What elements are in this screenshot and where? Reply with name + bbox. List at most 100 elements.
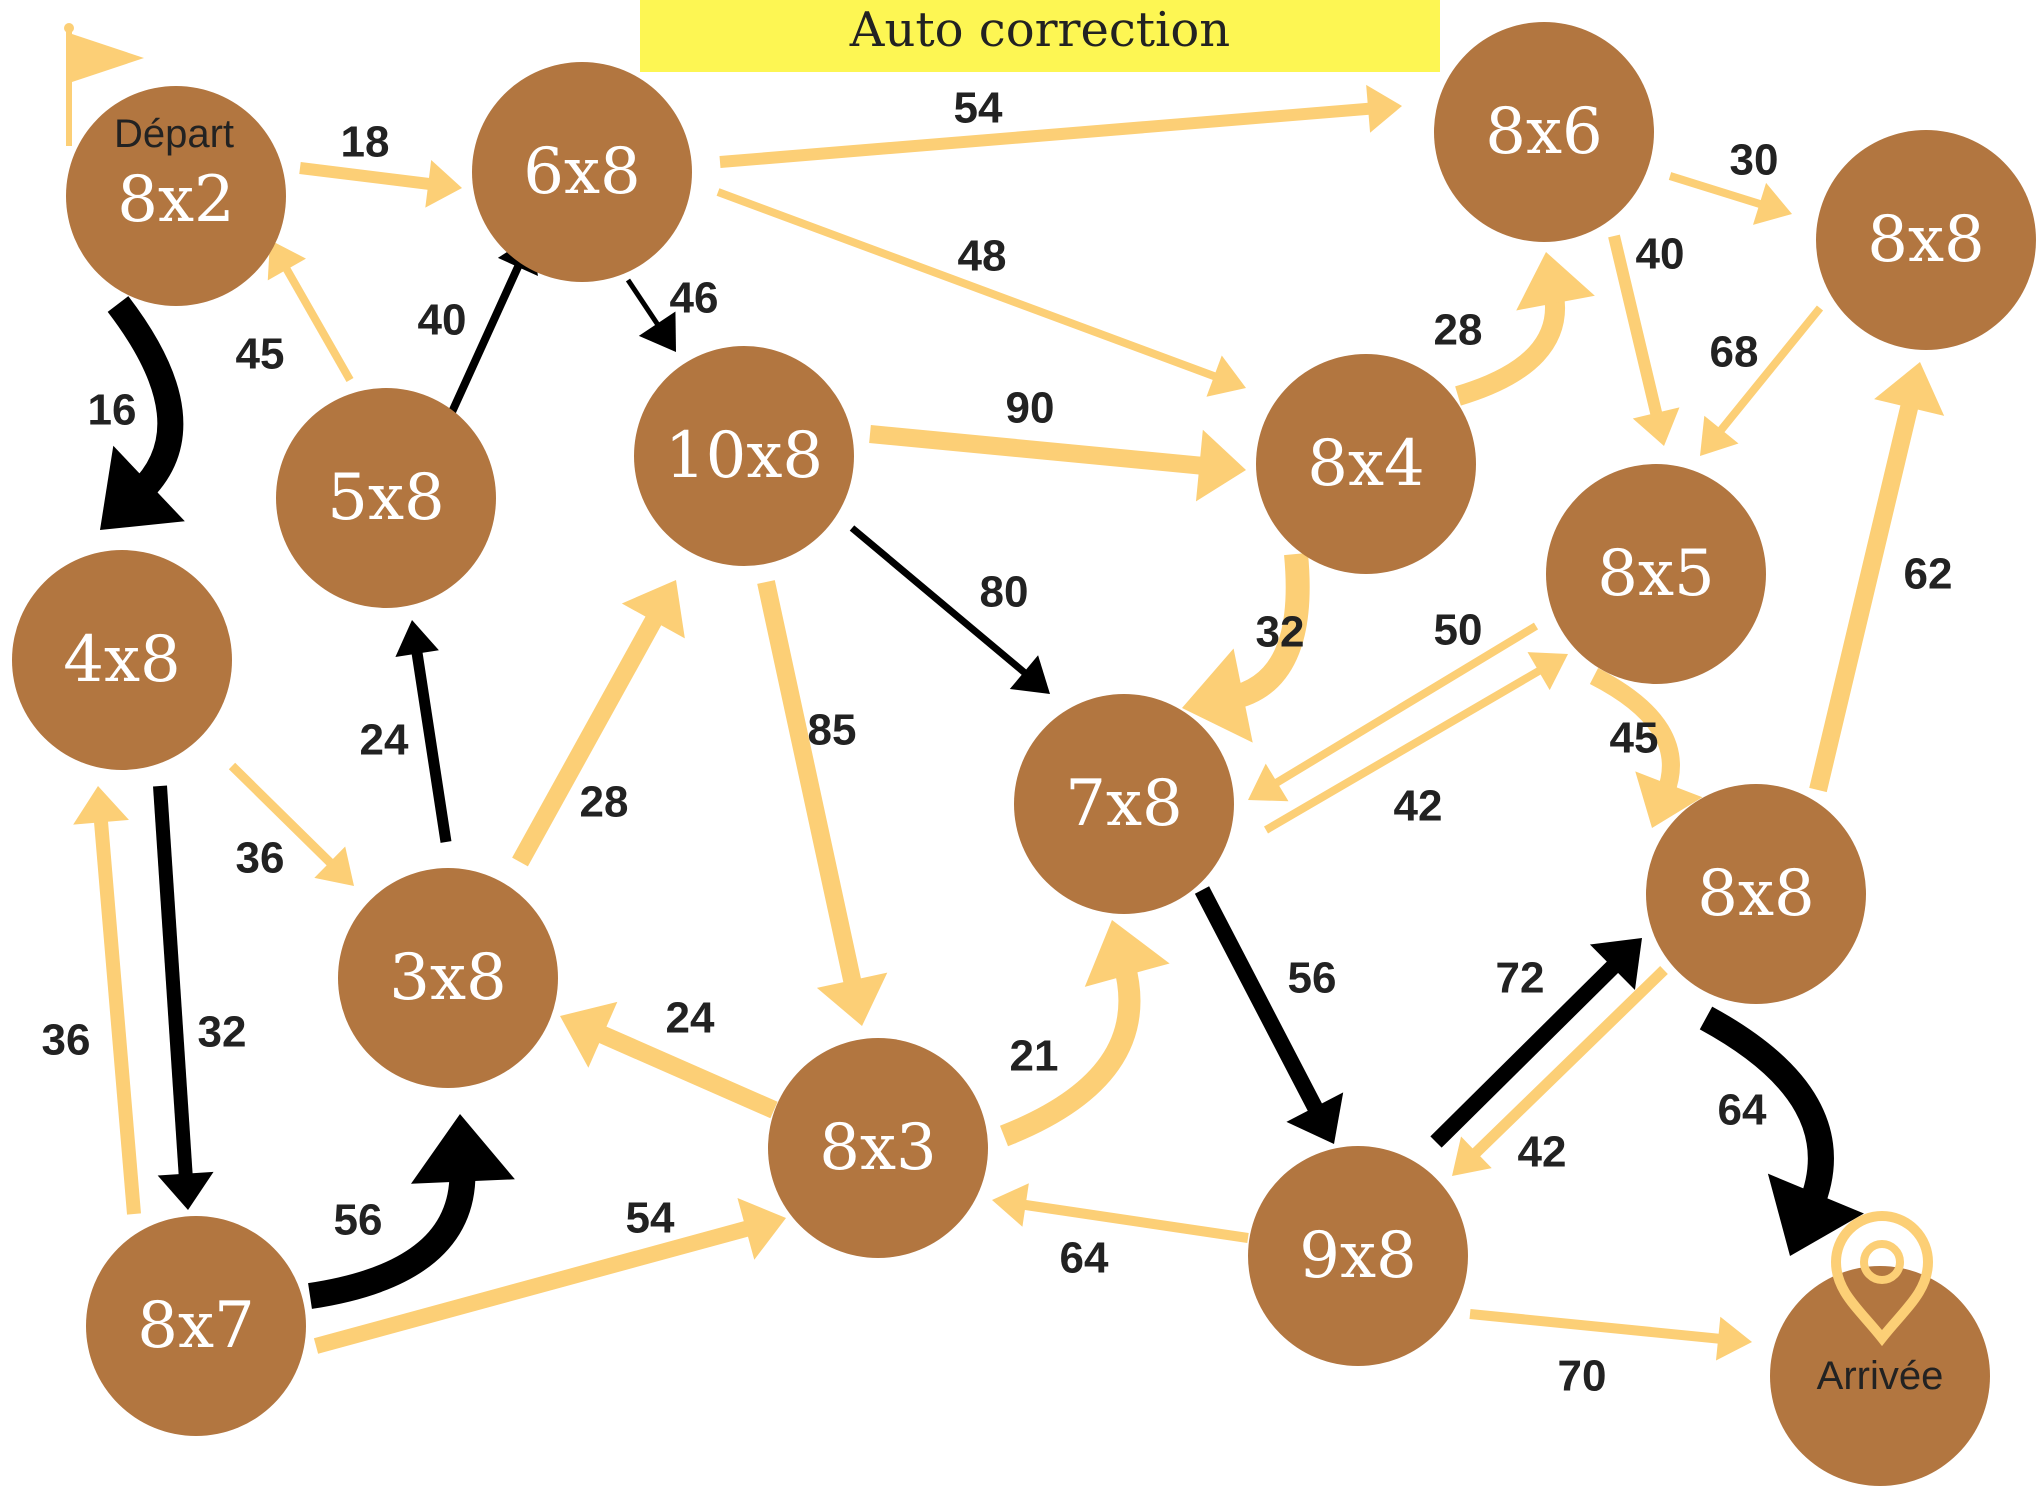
arrow-n8x7-to-n4x8	[73, 786, 141, 1215]
edge-label: 45	[236, 330, 285, 379]
arrow-n6x8-to-n8x4	[716, 188, 1246, 397]
arrow-n8x8b-to-n9x8	[1452, 966, 1668, 1176]
node-n8x4: 8x4	[1256, 354, 1476, 574]
edge-label: 42	[1518, 1128, 1567, 1177]
title-background	[640, 0, 1440, 72]
node-n4x8: 4x8	[12, 550, 232, 770]
arrow-n8x6-to-n8x5	[1608, 234, 1680, 446]
arrow-n8x5-to-n8x8b	[1589, 667, 1703, 828]
finish-label: Arrivée	[1817, 1354, 1944, 1398]
start-label: Départ	[114, 112, 234, 156]
edge-label: 70	[1558, 1352, 1607, 1401]
node-circle	[768, 1038, 988, 1258]
arrow-n8x3-to-n3x8	[560, 1001, 778, 1119]
node-circle	[1248, 1146, 1468, 1366]
node-circle	[634, 346, 854, 566]
node-label: 3x8	[389, 941, 507, 1015]
edge-label: 90	[1006, 384, 1055, 433]
node-label: 8x7	[137, 1289, 255, 1363]
edge-label: 32	[198, 1008, 247, 1057]
edge-label: 56	[1288, 954, 1337, 1003]
edge-label: 64	[1718, 1086, 1767, 1135]
title-banner: Auto correction	[640, 0, 1440, 72]
arrow-n8x8a-to-n8x5	[1700, 305, 1824, 456]
edge-label: 54	[626, 1194, 675, 1243]
node-label: 9x8	[1299, 1219, 1417, 1293]
arrow-n3x8-to-n5x8	[395, 620, 452, 843]
edge-label: 42	[1394, 782, 1443, 831]
arrow-start-to-n6x8	[299, 160, 462, 208]
node-circle	[86, 1216, 306, 1436]
edge-label: 56	[334, 1196, 383, 1245]
arrow-n8x5-to-n7x8	[1248, 622, 1539, 802]
node-label: 8x5	[1597, 537, 1715, 611]
edge-label: 18	[341, 118, 390, 167]
node-circle	[338, 868, 558, 1088]
edge-label: 68	[1710, 328, 1759, 377]
edge-label: 48	[958, 232, 1007, 281]
edge-label: 40	[418, 296, 467, 345]
edge-label: 62	[1904, 550, 1953, 599]
node-n8x5: 8x5	[1546, 464, 1766, 684]
node-circle	[1014, 694, 1234, 914]
arrow-n4x8-to-n8x7	[153, 785, 214, 1210]
edge-label: 21	[1010, 1032, 1059, 1081]
arrow-n10x8-to-n8x3	[757, 580, 888, 1026]
node-circle	[12, 550, 232, 770]
node-label: 8x2	[117, 163, 235, 237]
node-label: 5x8	[327, 461, 445, 535]
node-circle	[1256, 354, 1476, 574]
arrow-n7x8-to-n8x5	[1263, 652, 1568, 834]
arrow-n8x7-to-n8x3	[313, 1198, 786, 1354]
arrow-n10x8-to-n7x8	[849, 525, 1050, 694]
arrow-n8x8b-to-n8x8a	[1809, 362, 1945, 793]
node-circle	[66, 86, 286, 306]
node-circle	[472, 62, 692, 282]
edge-label: 28	[580, 778, 629, 827]
node-label: 7x8	[1065, 767, 1183, 841]
edge-label: 24	[666, 994, 715, 1043]
edge-label: 28	[1434, 306, 1483, 355]
edge-label: 32	[1256, 608, 1305, 657]
node-label: 10x8	[665, 419, 823, 493]
arrow-n5x8-to-start	[267, 240, 354, 382]
node-label: 4x8	[63, 623, 181, 697]
node-label: 6x8	[523, 135, 641, 209]
node-finish: Arrivée	[1770, 1266, 1990, 1486]
arrow-n8x6-to-n8x8a	[1668, 172, 1792, 225]
node-n8x8a: 8x8	[1816, 130, 2036, 350]
edge-label: 24	[360, 716, 409, 765]
node-label: 8x6	[1485, 95, 1603, 169]
edge-label: 54	[954, 84, 1003, 133]
arrow-n9x8-to-n8x8b	[1430, 938, 1642, 1148]
node-n5x8: 5x8	[276, 388, 496, 608]
node-start: Départ 8x2	[66, 86, 286, 306]
arrow-n8x8b-to-finish	[1699, 1006, 1864, 1256]
node-n6x8: 6x8	[472, 62, 692, 282]
node-n8x7: 8x7	[86, 1216, 306, 1436]
node-label: 8x4	[1307, 427, 1425, 501]
arrow-n8x7-to-n3x8	[308, 1114, 515, 1309]
arrow-n10x8-to-n8x4	[869, 425, 1246, 502]
edge-label: 36	[236, 834, 285, 883]
arrow-n3x8-to-n10x8	[512, 580, 685, 867]
edge-labels-layer: 18 54 30 48 46 40 45 16 28 40 68 90 80 32 50 42 45 62 24 28…	[42, 84, 1953, 1401]
node-n8x6: 8x6	[1434, 22, 1654, 242]
arrow-n6x8-to-n8x6	[719, 84, 1402, 168]
edge-label: 16	[88, 386, 137, 435]
node-circle	[1546, 464, 1766, 684]
node-n7x8: 7x8	[1014, 694, 1234, 914]
node-circle	[1434, 22, 1654, 242]
node-n8x3: 8x3	[768, 1038, 988, 1258]
arrow-n6x8-to-n10x8	[625, 278, 676, 352]
arrow-n8x4-to-n7x8	[1182, 552, 1310, 743]
edge-label: 45	[1610, 714, 1659, 763]
arrow-n4x8-to-n3x8	[228, 762, 354, 886]
edge-label: 40	[1636, 230, 1685, 279]
node-n8x8b: 8x8	[1646, 784, 1866, 1004]
title-text: Auto correction	[849, 2, 1230, 58]
arrow-n9x8-to-finish	[1469, 1309, 1752, 1361]
node-label: 8x8	[1867, 203, 1985, 277]
edge-label: 64	[1060, 1234, 1109, 1283]
node-n3x8: 3x8	[338, 868, 558, 1088]
